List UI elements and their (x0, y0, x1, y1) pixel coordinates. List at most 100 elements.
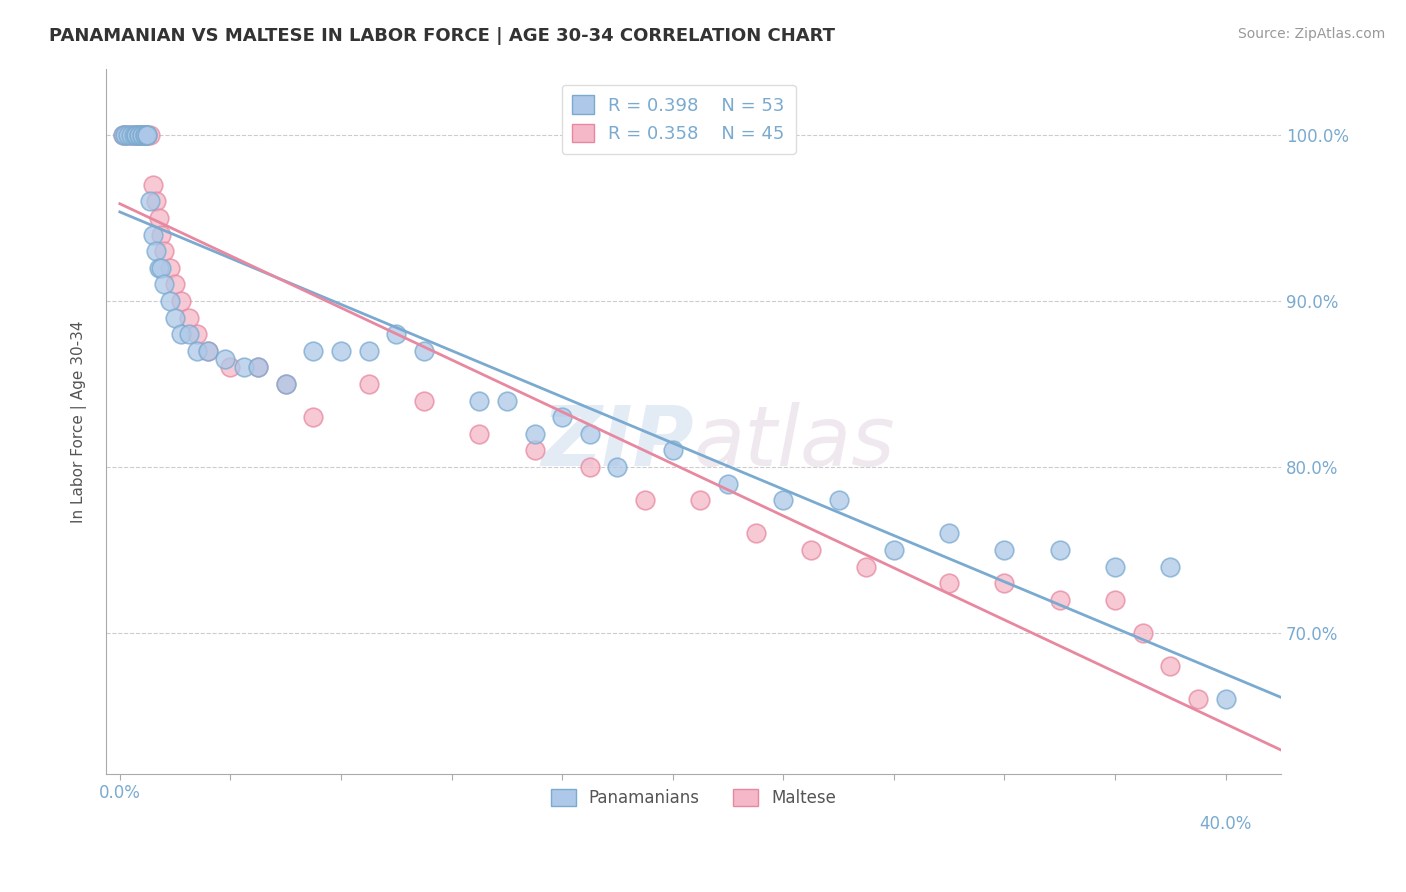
Point (186, 327, 208, 342)
Point (233, 360, 256, 375)
Legend: Panamanians, Maltese: Panamanians, Maltese (543, 780, 845, 815)
Point (128, 128, 150, 142)
Point (1187, 692, 1209, 706)
Point (993, 576, 1015, 591)
Point (165, 277, 187, 292)
Point (159, 293, 181, 308)
Point (274, 376, 297, 391)
Point (855, 559, 877, 574)
Point (468, 393, 491, 408)
Point (114, 128, 136, 142)
Point (1159, 559, 1181, 574)
Point (247, 360, 270, 375)
Point (159, 260, 181, 275)
Point (1049, 592, 1071, 607)
Point (111, 128, 134, 142)
Point (134, 128, 156, 142)
Point (153, 244, 176, 259)
Text: Source: ZipAtlas.com: Source: ZipAtlas.com (1237, 27, 1385, 41)
Point (197, 343, 219, 358)
Point (274, 376, 297, 391)
Point (772, 493, 794, 508)
Point (142, 178, 165, 192)
Point (131, 128, 153, 142)
Point (523, 426, 546, 441)
Point (744, 526, 766, 541)
Point (150, 260, 173, 275)
Point (122, 128, 145, 142)
Text: PANAMANIAN VS MALTESE IN LABOR FORCE | AGE 30-34 CORRELATION CHART: PANAMANIAN VS MALTESE IN LABOR FORCE | A… (49, 27, 835, 45)
Point (169, 327, 191, 342)
Text: ZIP: ZIP (541, 402, 693, 483)
Point (938, 576, 960, 591)
Point (139, 128, 162, 142)
Point (136, 128, 159, 142)
Point (634, 493, 657, 508)
Point (330, 343, 353, 358)
Point (800, 542, 823, 557)
Point (385, 327, 408, 342)
Point (134, 128, 156, 142)
Point (177, 327, 200, 342)
Point (1132, 626, 1154, 640)
Point (139, 194, 162, 209)
Point (357, 343, 380, 358)
Point (468, 426, 491, 441)
Point (125, 128, 148, 142)
Point (117, 128, 139, 142)
Y-axis label: In Labor Force | Age 30-34: In Labor Force | Age 30-34 (72, 320, 87, 523)
Point (122, 128, 145, 142)
Point (111, 128, 134, 142)
Point (1049, 542, 1071, 557)
Point (302, 410, 325, 425)
Point (186, 343, 208, 358)
Point (131, 128, 153, 142)
Point (357, 376, 380, 391)
Point (148, 260, 170, 275)
Point (128, 128, 150, 142)
Point (169, 293, 191, 308)
Point (551, 410, 574, 425)
Point (578, 459, 600, 474)
Point (136, 128, 159, 142)
Point (523, 443, 546, 458)
Point (177, 310, 200, 325)
Point (150, 227, 173, 242)
Text: atlas: atlas (693, 402, 896, 483)
Point (114, 128, 136, 142)
Point (136, 128, 159, 142)
Point (578, 426, 600, 441)
Point (148, 211, 170, 225)
Point (689, 493, 711, 508)
Point (142, 227, 165, 242)
Point (883, 542, 905, 557)
Point (145, 244, 167, 259)
Point (131, 128, 153, 142)
Point (1215, 692, 1237, 706)
Text: 40.0%: 40.0% (1199, 815, 1251, 833)
Point (717, 476, 740, 491)
Point (413, 393, 436, 408)
Point (219, 360, 242, 375)
Point (495, 393, 517, 408)
Point (214, 351, 236, 366)
Point (145, 194, 167, 209)
Point (165, 310, 187, 325)
Point (993, 542, 1015, 557)
Point (117, 128, 139, 142)
Point (302, 343, 325, 358)
Point (197, 343, 219, 358)
Point (1104, 559, 1126, 574)
Point (136, 128, 159, 142)
Point (827, 493, 849, 508)
Point (1104, 592, 1126, 607)
Point (120, 128, 142, 142)
Point (606, 459, 628, 474)
Point (153, 277, 176, 292)
Point (247, 360, 270, 375)
Point (661, 443, 683, 458)
Point (125, 128, 148, 142)
Point (413, 343, 436, 358)
Point (938, 526, 960, 541)
Point (120, 128, 142, 142)
